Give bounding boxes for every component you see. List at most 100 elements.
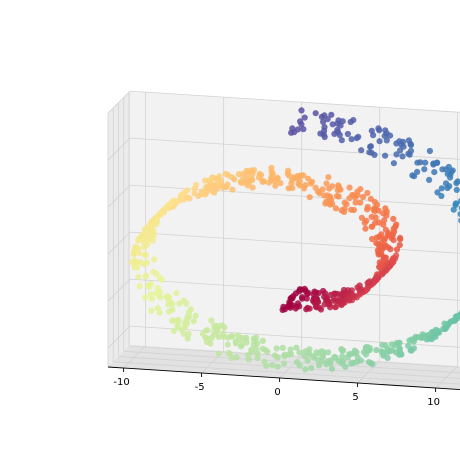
data-point [341, 199, 348, 206]
data-point [360, 193, 367, 201]
data-point [198, 188, 206, 195]
data-point [457, 211, 460, 218]
x-tick-label: 5 [352, 392, 358, 403]
data-point [344, 130, 351, 138]
data-point [274, 363, 281, 370]
data-point [287, 346, 294, 353]
data-point [150, 232, 157, 239]
data-point [371, 198, 378, 206]
data-point [410, 345, 417, 352]
data-point [457, 198, 460, 205]
grid-line [123, 345, 146, 369]
data-point [382, 267, 389, 274]
data-point [365, 359, 373, 366]
data-point [273, 345, 280, 352]
data-point [248, 346, 255, 353]
data-point [434, 189, 441, 196]
data-point [219, 322, 226, 329]
data-point [306, 194, 313, 201]
grid-line [113, 361, 460, 385]
data-point [372, 214, 379, 221]
data-point [313, 349, 320, 356]
data-point [304, 304, 311, 311]
data-point [302, 182, 309, 189]
data-point [375, 207, 382, 214]
data-point [248, 175, 255, 182]
data-point [335, 193, 342, 200]
data-point [417, 159, 424, 166]
data-point [340, 358, 347, 365]
data-point [298, 107, 305, 114]
data-point [279, 344, 286, 351]
data-point [335, 117, 342, 124]
data-point [323, 180, 330, 187]
data-point [297, 118, 304, 125]
data-point [167, 200, 174, 207]
data-point [438, 185, 445, 192]
data-point [348, 136, 355, 143]
data-point [253, 334, 260, 341]
data-point [235, 171, 242, 178]
data-point [208, 317, 215, 324]
data-point [204, 335, 211, 342]
data-point [235, 332, 242, 339]
data-point [157, 211, 164, 218]
grid-line [130, 325, 460, 348]
data-point [289, 125, 296, 132]
left-pane [108, 91, 131, 368]
data-point [362, 344, 369, 351]
data-point [324, 192, 331, 199]
data-point [364, 203, 371, 211]
data-point [405, 137, 412, 144]
data-point [452, 200, 459, 207]
data-point [180, 297, 188, 304]
data-point [350, 206, 357, 214]
data-point [414, 168, 421, 175]
data-point [184, 335, 191, 342]
data-point [318, 348, 325, 355]
data-point [294, 359, 301, 366]
data-point [396, 241, 403, 249]
data-point [335, 182, 342, 189]
data-point [315, 357, 322, 364]
data-point [312, 110, 319, 117]
data-point [202, 177, 209, 184]
data-point [215, 333, 222, 340]
data-point [452, 313, 459, 320]
data-point [363, 217, 370, 224]
grid-line [107, 325, 131, 349]
data-point [296, 349, 303, 356]
data-point [204, 327, 211, 334]
data-point [382, 205, 389, 212]
data-point [294, 300, 301, 307]
grid-line [123, 350, 460, 374]
grid-line [107, 184, 131, 208]
data-point [187, 306, 194, 313]
data-point [393, 151, 400, 158]
data-point [382, 127, 389, 134]
data-point [332, 303, 339, 310]
data-point [133, 264, 140, 271]
data-point [431, 169, 438, 176]
data-point [153, 220, 160, 228]
data-point [356, 282, 363, 289]
data-point [185, 330, 192, 338]
data-point [376, 138, 383, 145]
data-point [229, 186, 236, 193]
data-point [325, 174, 332, 181]
data-point [438, 192, 445, 200]
data-point [224, 341, 231, 348]
data-point [331, 290, 338, 297]
data-point [321, 112, 328, 119]
data-point [412, 333, 419, 340]
data-point [136, 283, 143, 290]
data-point [357, 199, 364, 206]
data-point [175, 316, 182, 323]
x-tick-label: 10 [427, 397, 440, 408]
data-point [285, 167, 292, 174]
data-point [339, 353, 346, 360]
data-point [190, 318, 197, 325]
data-point [300, 172, 307, 179]
data-points [129, 107, 460, 373]
